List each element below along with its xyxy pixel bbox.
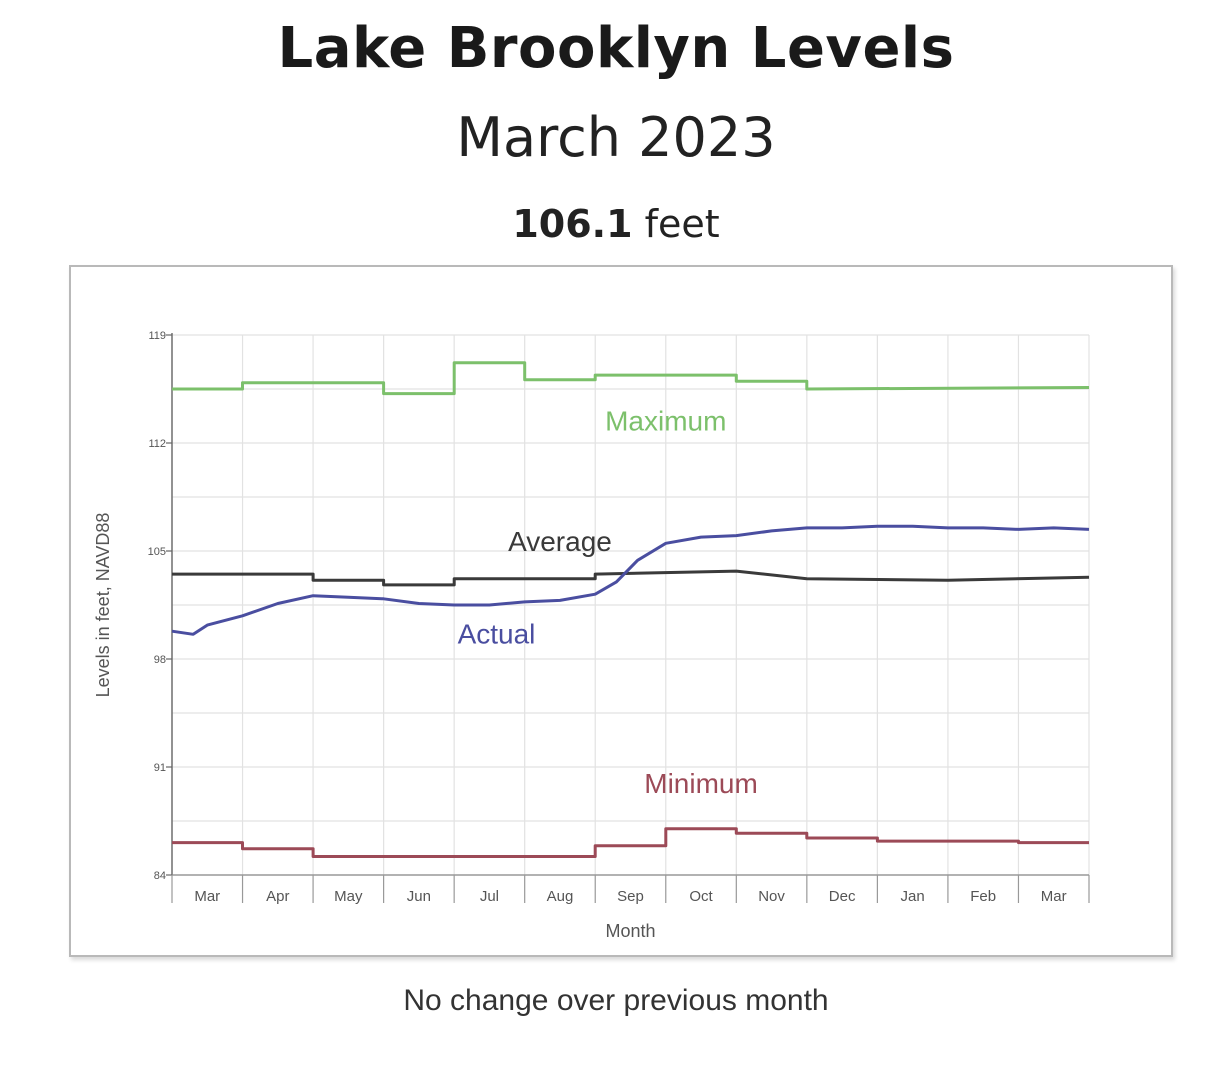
y-tick-label: 91	[154, 762, 166, 774]
series-line-average	[172, 569, 1090, 587]
series-line-maximum	[172, 361, 1090, 396]
x-tick-label: Jul	[480, 888, 499, 905]
x-tick-label: Mar	[194, 888, 220, 905]
change-note: No change over previous month	[403, 984, 829, 1017]
series-label-maximum: Maximum	[605, 406, 726, 437]
page-subtitle: March 2023	[456, 106, 776, 169]
current-level-value: 106.1	[512, 202, 633, 246]
series-label-average: Average	[508, 526, 612, 557]
x-tick-label: Nov	[758, 888, 785, 905]
y-tick-label: 105	[148, 546, 166, 558]
series-line-minimum	[172, 827, 1089, 858]
x-tick-label: Feb	[970, 888, 996, 905]
x-tick-label: Jan	[901, 888, 925, 905]
series-line-actual	[171, 524, 1090, 636]
series-label-minimum: Minimum	[644, 768, 758, 799]
y-tick-label: 84	[154, 870, 166, 882]
x-tick-label: Mar	[1041, 888, 1067, 905]
y-tick-label: 119	[148, 330, 166, 342]
chart-panel: 84 91 98 105 112 119 Mar Apr May Jun Jul Aug Sep Oct N…	[69, 265, 1173, 957]
y-axis-title: Levels in feet, NAVD88	[93, 513, 113, 698]
x-tick-label: Apr	[266, 888, 289, 905]
page-title: Lake Brooklyn Levels	[277, 16, 955, 81]
y-tick-label: 112	[148, 438, 166, 450]
y-tick-label: 98	[154, 654, 166, 666]
lake-level-chart: 84 91 98 105 112 119 Mar Apr May Jun Jul Aug Sep Oct N…	[93, 330, 1090, 941]
x-tick-label: Jun	[407, 888, 431, 905]
x-tick-label: Dec	[829, 888, 856, 905]
x-tick-label: Sep	[617, 888, 644, 905]
series-label-actual: Actual	[458, 619, 536, 650]
x-tick-label: May	[334, 888, 363, 905]
x-tick-label: Oct	[689, 888, 713, 905]
current-level: 106.1 feet	[0, 202, 1232, 246]
x-tick-label: Aug	[547, 888, 574, 905]
x-axis-title: Month	[605, 921, 655, 941]
current-level-unit: feet	[644, 202, 720, 246]
